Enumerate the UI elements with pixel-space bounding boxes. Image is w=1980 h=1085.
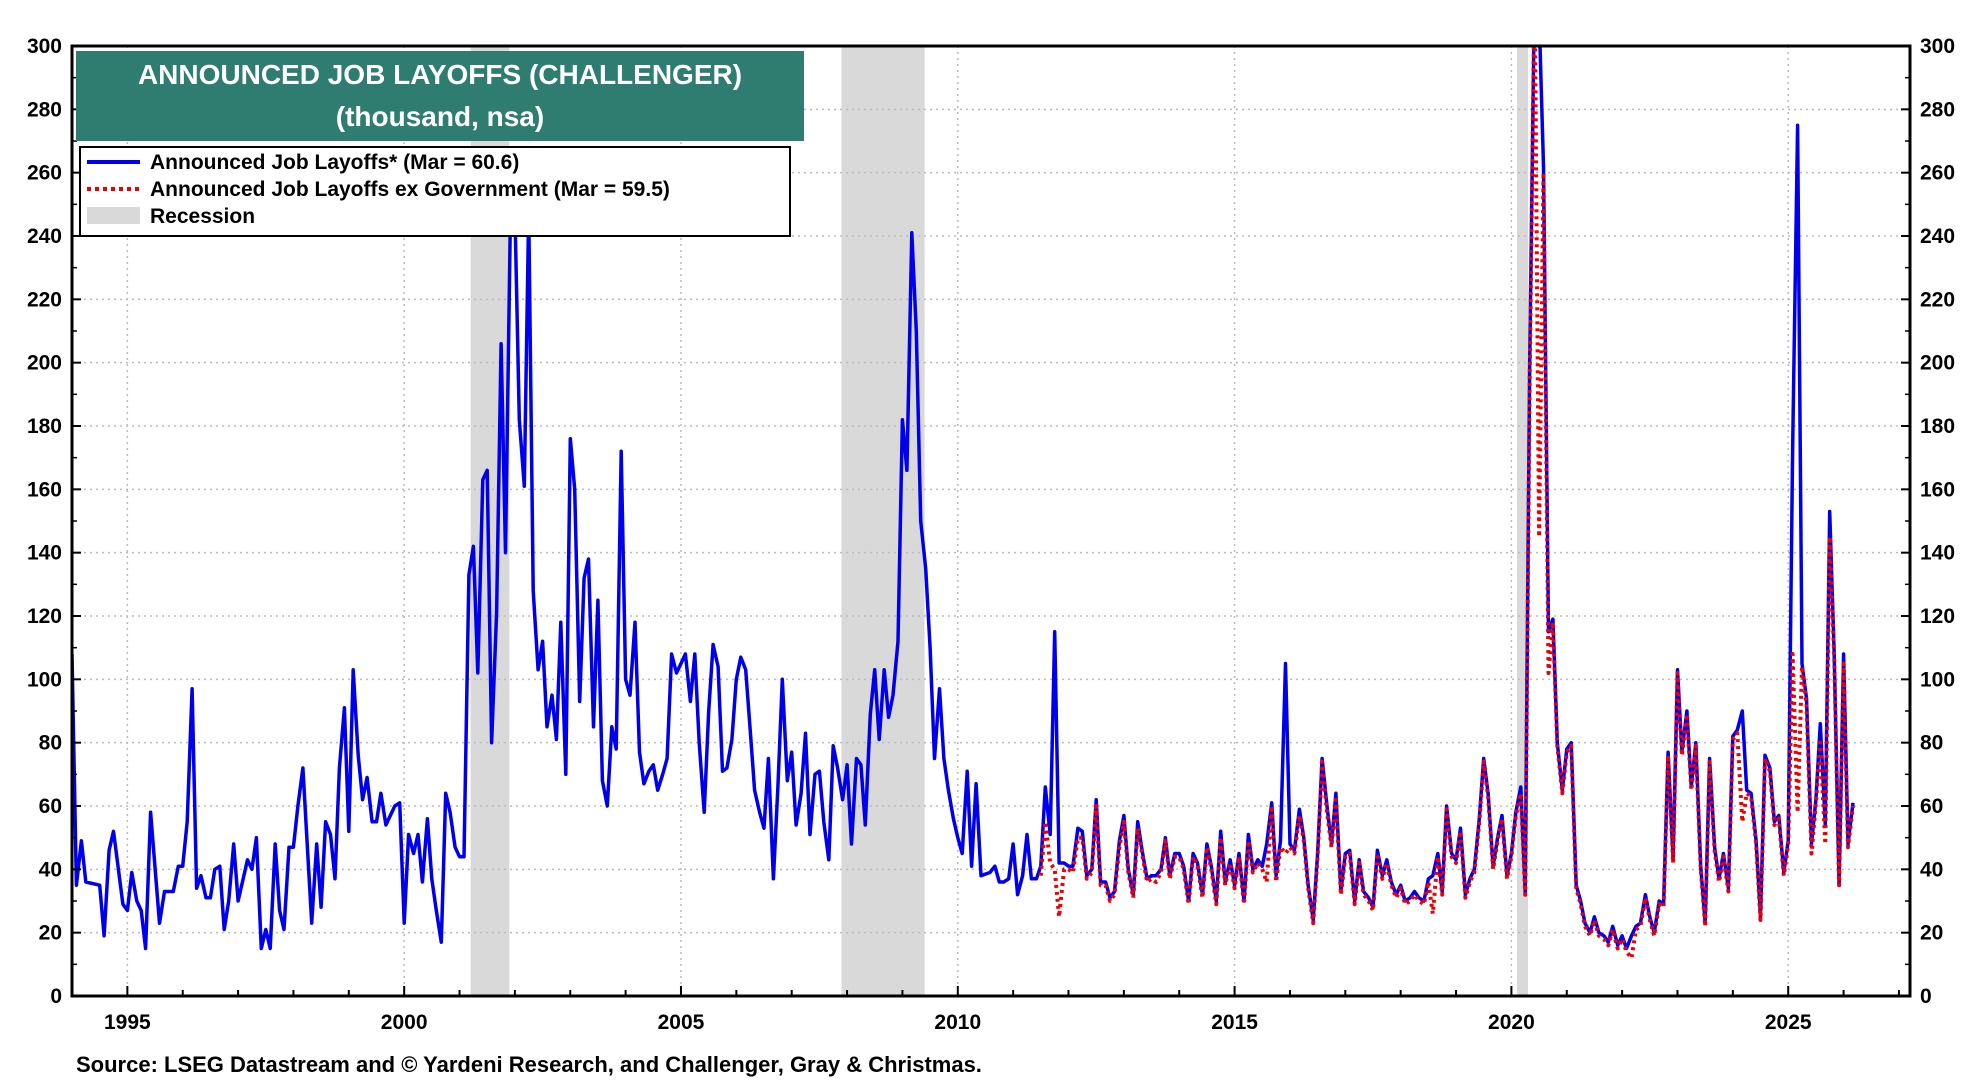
y-tick-label-right: 300 [1920, 35, 1955, 58]
legend-box [79, 146, 791, 237]
y-tick-label-right: 280 [1920, 98, 1955, 121]
y-tick-label-left: 40 [39, 858, 62, 881]
y-tick-label-right: 0 [1920, 985, 1932, 1008]
series-line-ex-gov [1038, 46, 1855, 960]
x-tick-label: 2020 [1488, 1011, 1535, 1034]
y-tick-label-left: 120 [27, 605, 62, 628]
y-tick-label-left: 200 [27, 352, 62, 375]
legend: Announced Job Layoffs* (Mar = 60.6) Anno… [79, 146, 791, 237]
y-tick-label-right: 200 [1920, 352, 1955, 375]
y-tick-label-left: 240 [27, 225, 62, 248]
y-tick-label-right: 100 [1920, 668, 1955, 691]
recession-band-2 [841, 46, 925, 996]
x-tick-label: 2000 [381, 1011, 428, 1034]
x-tick-label: 1995 [104, 1011, 151, 1034]
y-tick-label-left: 260 [27, 162, 62, 185]
x-tick-label: 2010 [934, 1011, 981, 1034]
y-tick-label-right: 160 [1920, 478, 1955, 501]
y-tick-label-right: 240 [1920, 225, 1955, 248]
y-tick-label-left: 0 [50, 985, 62, 1008]
grid-layer [72, 46, 1910, 996]
y-tick-label-left: 220 [27, 288, 62, 311]
legend-swatch-recession [87, 207, 140, 224]
series-layer [72, 46, 1855, 960]
y-tick-label-left: 280 [27, 98, 62, 121]
y-tick-label-right: 20 [1920, 922, 1943, 945]
y-tick-label-left: 100 [27, 668, 62, 691]
y-tick-label-left: 140 [27, 542, 62, 565]
x-tick-label: 2025 [1765, 1011, 1812, 1034]
recession-band-3 [1516, 46, 1529, 996]
series-line-total [72, 46, 1855, 951]
chart-subtitle: (thousand, nsa) [336, 101, 544, 132]
title-box: ANNOUNCED JOB LAYOFFS (CHALLENGER) (thou… [76, 51, 804, 141]
y-tick-label-right: 180 [1920, 415, 1955, 438]
y-tick-label-right: 80 [1920, 732, 1943, 755]
chart-title: ANNOUNCED JOB LAYOFFS (CHALLENGER) [138, 59, 742, 90]
title-background [76, 51, 804, 141]
y-tick-label-right: 60 [1920, 795, 1943, 818]
y-tick-label-right: 260 [1920, 162, 1955, 185]
y-tick-label-right: 140 [1920, 542, 1955, 565]
y-tick-label-left: 160 [27, 478, 62, 501]
source-note: Source: LSEG Datastream and © Yardeni Re… [76, 1052, 982, 1077]
y-tick-label-left: 20 [39, 922, 62, 945]
x-tick-label: 2015 [1211, 1011, 1258, 1034]
legend-label-ex-gov: Announced Job Layoffs ex Government (Mar… [150, 178, 670, 201]
y-tick-label-left: 300 [27, 35, 62, 58]
y-tick-label-right: 40 [1920, 858, 1943, 881]
legend-label-total: Announced Job Layoffs* (Mar = 60.6) [150, 151, 519, 174]
x-tick-label: 2005 [658, 1011, 705, 1034]
y-tick-label-left: 60 [39, 795, 62, 818]
legend-label-recession: Recession [150, 205, 255, 228]
y-tick-label-left: 80 [39, 732, 62, 755]
y-tick-label-left: 180 [27, 415, 62, 438]
y-tick-label-right: 220 [1920, 288, 1955, 311]
y-tick-label-right: 120 [1920, 605, 1955, 628]
